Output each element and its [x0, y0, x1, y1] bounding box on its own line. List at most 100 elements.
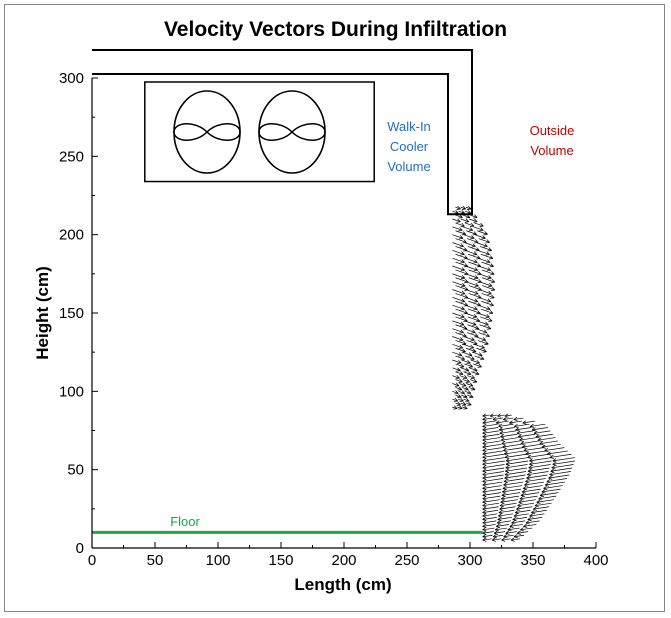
vector-shaft: [505, 531, 517, 534]
vector-head: [482, 537, 487, 542]
vector-shaft: [499, 427, 515, 431]
vector-shaft: [482, 417, 493, 420]
vector-head: [496, 520, 501, 525]
velocity-vector: [501, 440, 520, 446]
vector-shaft: [533, 430, 551, 434]
vector-shaft: [509, 420, 522, 424]
vector-shaft: [501, 495, 519, 500]
velocity-vector: [478, 238, 490, 244]
velocity-vector: [521, 488, 541, 494]
vector-head: [459, 397, 464, 402]
velocity-vector: [482, 457, 505, 463]
vector-head: [466, 359, 471, 364]
velocity-vector: [526, 474, 548, 480]
vector-head: [482, 523, 487, 528]
vector-head: [482, 416, 487, 422]
velocity-vector: [468, 308, 481, 315]
vector-shaft: [463, 398, 470, 402]
velocity-vector: [452, 359, 462, 364]
vector-head: [474, 290, 479, 295]
velocity-vector: [544, 481, 565, 487]
velocity-vector: [538, 495, 557, 501]
velocity-vector: [455, 261, 469, 268]
vector-head: [504, 472, 509, 477]
velocity-vector: [482, 485, 502, 491]
vector-head: [486, 306, 491, 311]
vector-shaft: [482, 430, 499, 434]
vector-shaft: [452, 265, 465, 271]
walkin-label-line-3: Volume: [387, 159, 430, 174]
vector-shaft: [505, 457, 529, 462]
vector-head: [473, 306, 478, 311]
vector-head: [487, 290, 492, 295]
walkin-label-line-1: Walk-In: [387, 119, 431, 134]
vector-shaft: [463, 371, 472, 375]
velocity-vector: [479, 246, 492, 252]
vector-head: [537, 437, 542, 442]
vector-head: [480, 344, 485, 349]
vector-head: [477, 286, 482, 291]
vector-head: [462, 340, 467, 346]
velocity-vector: [482, 506, 499, 511]
velocity-vector: [539, 440, 558, 446]
vector-head: [520, 527, 525, 532]
velocity-vector: [455, 347, 466, 353]
vector-shaft: [500, 499, 518, 503]
velocity-vector: [463, 336, 475, 342]
vector-shaft: [511, 520, 526, 524]
vector-head: [524, 482, 529, 487]
velocity-vector: [499, 430, 517, 435]
velocity-vector: [455, 386, 463, 391]
vector-head: [466, 205, 472, 210]
vector-shaft: [455, 300, 468, 306]
vector-head: [482, 427, 487, 432]
vector-head: [516, 506, 521, 511]
vector-shaft: [455, 387, 462, 390]
velocity-vector: [482, 530, 494, 535]
vector-shaft: [452, 398, 458, 402]
velocity-vector: [520, 492, 540, 497]
vector-head: [482, 475, 487, 480]
vector-head: [486, 298, 492, 303]
vector-shaft: [504, 474, 526, 479]
vector-shaft: [477, 340, 489, 345]
vector-head: [519, 437, 524, 442]
y-tick-label: 300: [59, 70, 84, 87]
vector-head: [460, 259, 465, 264]
vector-shaft: [550, 467, 573, 472]
vector-shaft: [455, 394, 462, 398]
vector-shaft: [464, 222, 475, 227]
velocity-vector: [482, 447, 503, 453]
velocity-vector: [549, 471, 571, 477]
vector-shaft: [468, 308, 481, 314]
vector-shaft: [519, 437, 538, 441]
vector-head: [477, 294, 482, 299]
velocity-vector: [514, 423, 530, 429]
vector-head: [479, 222, 484, 227]
velocity-vector: [470, 359, 480, 364]
vector-head: [498, 509, 503, 515]
vector-head: [529, 513, 534, 518]
velocity-vector: [482, 502, 500, 508]
velocity-vector: [477, 230, 488, 236]
vector-head: [509, 523, 514, 528]
vector-head: [507, 527, 512, 532]
velocity-vector: [461, 394, 468, 399]
vector-shaft: [467, 316, 480, 322]
vector-head: [482, 434, 487, 439]
vector-shaft: [452, 328, 464, 333]
vector-shaft: [530, 423, 546, 427]
vector-shaft: [452, 226, 463, 231]
vector-head: [482, 348, 487, 353]
vector-shaft: [481, 269, 495, 275]
vector-head: [535, 434, 540, 439]
velocity-vector: [466, 332, 479, 338]
vector-shaft: [452, 344, 463, 349]
vector-head: [492, 534, 497, 539]
velocity-vector: [452, 257, 465, 264]
velocity-vector: [464, 242, 476, 248]
vector-head: [543, 485, 548, 491]
vector-shaft: [522, 488, 541, 493]
vector-head: [517, 434, 523, 439]
